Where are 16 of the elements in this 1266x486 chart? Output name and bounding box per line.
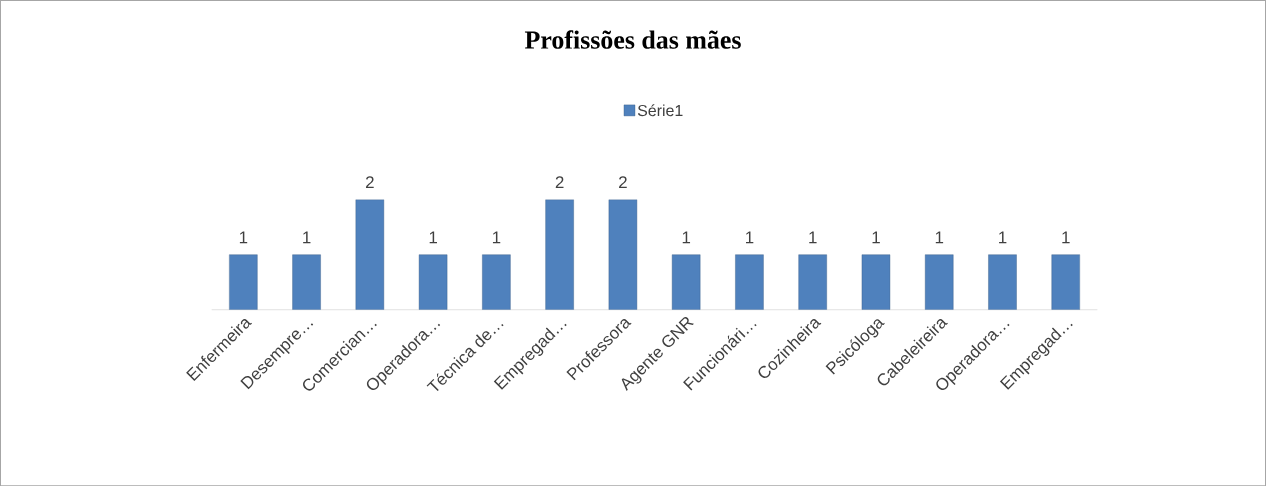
data-label: 1 bbox=[809, 231, 817, 243]
data-label: 2 bbox=[365, 176, 374, 188]
data-label: 1 bbox=[935, 231, 944, 243]
data-label: 1 bbox=[303, 231, 311, 243]
data-label: 1 bbox=[239, 231, 248, 243]
data-label: 1 bbox=[999, 231, 1007, 243]
data-label: 1 bbox=[429, 231, 437, 243]
data-label: 1 bbox=[872, 231, 880, 243]
data-label: 1 bbox=[1062, 231, 1070, 243]
data-label: 2 bbox=[555, 176, 564, 188]
data-label: 1 bbox=[682, 231, 691, 243]
data-label: 2 bbox=[619, 176, 627, 188]
legend-label: Série1 bbox=[637, 104, 683, 116]
data-label: 1 bbox=[746, 231, 754, 243]
chart-title: Profissões das mães bbox=[524, 30, 741, 49]
data-label: 1 bbox=[492, 231, 501, 243]
